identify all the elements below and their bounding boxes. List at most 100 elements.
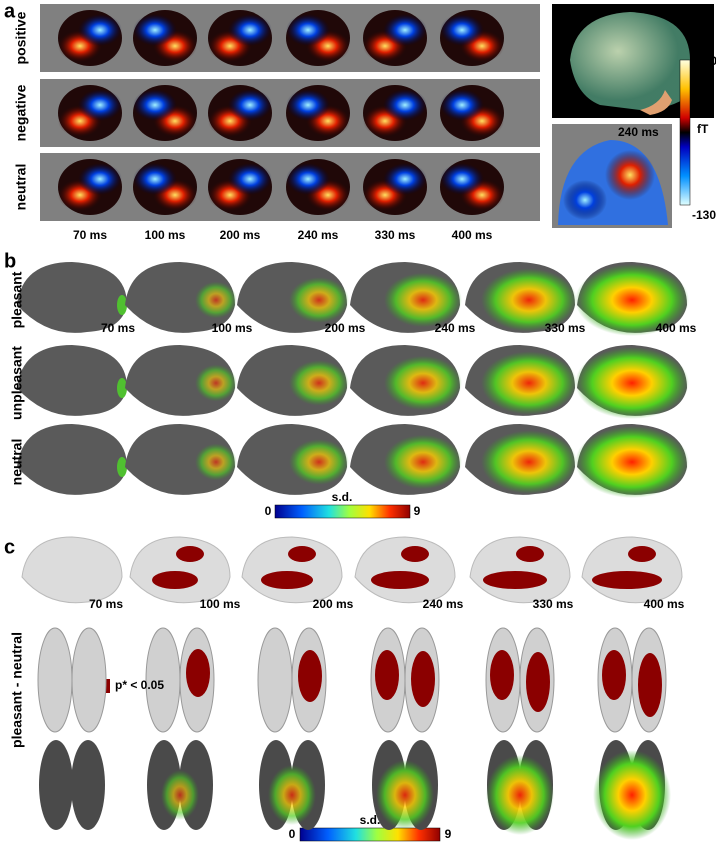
time-label: 240 ms	[423, 597, 464, 611]
hemisphere	[71, 627, 107, 733]
activation	[575, 347, 689, 419]
cold-spot	[228, 89, 272, 121]
activation	[481, 430, 577, 494]
colorbar-unit: fT	[697, 122, 709, 136]
activation	[376, 760, 434, 830]
head-face	[640, 90, 672, 115]
cold-spot	[228, 163, 272, 195]
sig-region	[602, 650, 626, 700]
head-model	[570, 12, 690, 110]
panel-label: b	[4, 250, 16, 272]
colorbar	[274, 504, 411, 519]
sig-region	[483, 571, 547, 589]
cold-spot	[78, 163, 122, 195]
time-label: 400 ms	[452, 228, 493, 242]
brain	[469, 536, 571, 604]
cold-spot	[440, 89, 484, 121]
activation	[289, 439, 349, 485]
cold-spot	[286, 89, 330, 121]
sig-region	[526, 652, 550, 712]
contrast-label: pleasant - neutral	[9, 632, 25, 748]
legend-label: p* < 0.05	[115, 678, 164, 692]
condition-label: negative	[13, 84, 29, 141]
panel-label: c	[4, 536, 15, 558]
sig-region	[516, 546, 544, 562]
sig-region	[371, 571, 429, 589]
time-label: 330 ms	[533, 597, 574, 611]
cold-spot	[383, 89, 427, 121]
cold-spot	[286, 163, 330, 195]
time-label: 240 ms	[435, 321, 476, 335]
cold-spot	[78, 89, 122, 121]
activation	[289, 277, 349, 323]
colorbar-max: 130	[697, 54, 716, 68]
sig-region	[261, 571, 313, 589]
condition-label: pleasant	[9, 271, 25, 328]
brain	[21, 536, 123, 604]
activation	[195, 443, 237, 481]
colorbar	[299, 827, 441, 842]
sig-region	[375, 650, 399, 700]
sig-region	[628, 546, 656, 562]
brain	[17, 424, 127, 495]
cold-spot	[440, 14, 484, 46]
cold-spot	[383, 14, 427, 46]
activation	[289, 360, 349, 406]
activation	[575, 264, 689, 336]
colorbar-label: s.d.	[332, 490, 353, 504]
activation	[481, 268, 577, 332]
activation	[195, 281, 237, 319]
brain	[17, 262, 127, 333]
time-label: 100 ms	[212, 321, 253, 335]
hemisphere	[37, 627, 73, 733]
time-label: 400 ms	[656, 321, 697, 335]
colorbar-min: -130	[692, 208, 716, 222]
activation	[161, 770, 199, 820]
brain	[129, 536, 231, 604]
activation	[384, 272, 462, 328]
panel-label: a	[4, 0, 16, 22]
cold-spot	[133, 14, 177, 46]
activation	[384, 434, 462, 490]
condition-label: positive	[13, 11, 29, 64]
activation	[593, 750, 671, 840]
sig-region	[152, 571, 198, 589]
sig-region	[490, 650, 514, 700]
cold-spot	[286, 14, 330, 46]
cold-spot	[228, 14, 272, 46]
inset-time: 240 ms	[618, 125, 659, 139]
cold-spot	[133, 89, 177, 121]
time-label: 100 ms	[200, 597, 241, 611]
sig-region	[411, 651, 435, 707]
time-label: 200 ms	[313, 597, 354, 611]
sig-region	[298, 650, 322, 702]
sig-region	[176, 546, 204, 562]
activation	[117, 457, 127, 477]
sig-region	[592, 571, 662, 589]
cold-spot	[440, 163, 484, 195]
brain	[241, 536, 343, 604]
time-label: 200 ms	[325, 321, 366, 335]
activation	[486, 755, 554, 835]
time-label: 70 ms	[89, 597, 123, 611]
time-label: 330 ms	[545, 321, 586, 335]
activation	[117, 295, 127, 315]
brain	[581, 536, 683, 604]
activation	[384, 355, 462, 411]
brain	[354, 536, 456, 604]
condition-label: neutral	[13, 164, 29, 211]
colorbar-min: 0	[289, 827, 296, 841]
colorbar-max: 9	[414, 504, 421, 518]
time-label: 330 ms	[375, 228, 416, 242]
cold-spot	[78, 14, 122, 46]
brain	[17, 345, 127, 416]
condition-label: neutral	[9, 439, 25, 486]
sig-region	[638, 653, 662, 717]
hemisphere	[39, 740, 73, 830]
time-label: 70 ms	[101, 321, 135, 335]
colorbar-min: 0	[265, 504, 272, 518]
time-label: 70 ms	[73, 228, 107, 242]
sig-region	[186, 649, 210, 697]
time-label: 240 ms	[298, 228, 339, 242]
